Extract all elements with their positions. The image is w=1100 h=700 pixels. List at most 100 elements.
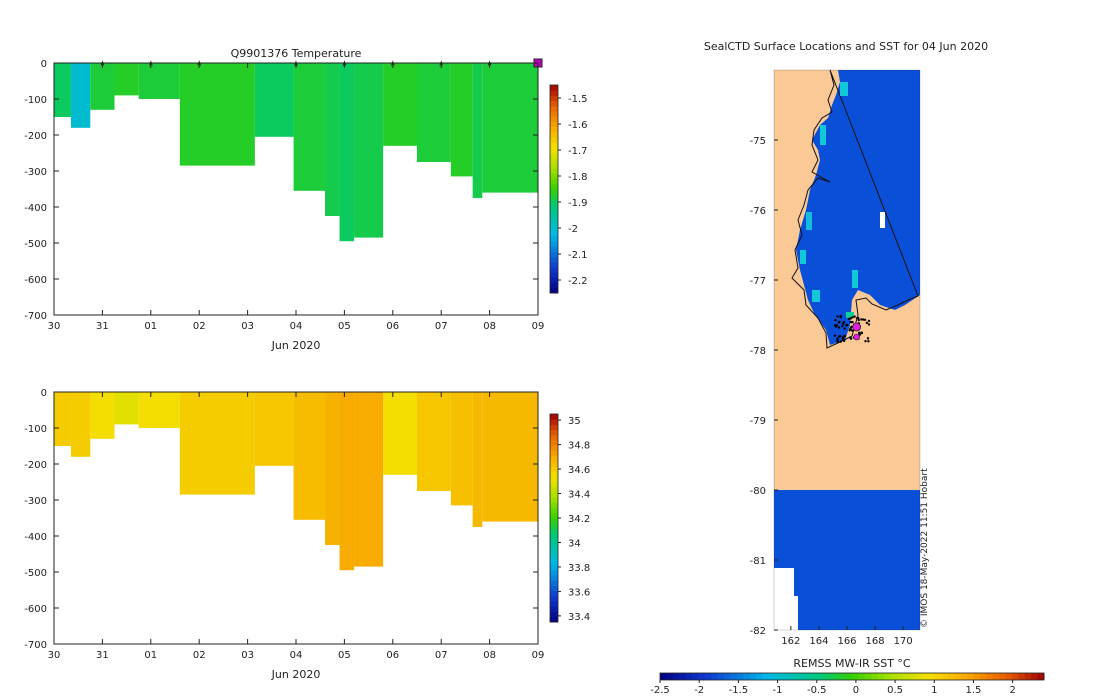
sst-colorbar-swatch bbox=[999, 673, 1007, 680]
colorbar-swatch bbox=[550, 241, 558, 247]
colorbar-swatch bbox=[550, 492, 558, 498]
y-tick-label: -500 bbox=[24, 568, 47, 579]
map-y-tick-label: -80 bbox=[750, 486, 766, 497]
colorbar-swatch bbox=[550, 419, 558, 425]
salinity-panel: 30 31 01 02 03 04 05 06 07 08 09 0 -100 -200 -300 -400… bbox=[24, 388, 590, 681]
map-field bbox=[773, 69, 921, 631]
colorbar-swatch bbox=[550, 466, 558, 472]
colorbar-swatch bbox=[550, 585, 558, 592]
x-tick-label: 07 bbox=[435, 321, 448, 332]
profile-location-dot bbox=[865, 321, 869, 325]
sst-colorbar-swatch bbox=[922, 673, 930, 680]
sst-colorbar-tick-label: 1 bbox=[931, 685, 937, 696]
profile-location-dot bbox=[860, 331, 863, 334]
sst-colorbar-tick-label: 0 bbox=[853, 685, 859, 696]
map-credit: © IMOS 18-May-2022 11:51 Hobart bbox=[920, 468, 930, 628]
profile-location-dot bbox=[839, 340, 842, 343]
profile-cell bbox=[482, 63, 538, 193]
sst-colorbar-tick-label: -2.5 bbox=[650, 685, 670, 696]
x-tick-label: 04 bbox=[290, 321, 303, 332]
sst-colorbar-swatch bbox=[820, 673, 827, 680]
sst-colorbar-swatch bbox=[736, 673, 744, 680]
sst-colorbar-swatch bbox=[724, 673, 731, 680]
profile-location-dot bbox=[851, 329, 854, 332]
profile-location-dot bbox=[864, 339, 867, 343]
profile-location-dot bbox=[835, 324, 839, 327]
profile-cell bbox=[54, 63, 71, 117]
colorbar-tick-label: -2.2 bbox=[568, 276, 588, 287]
sst-colorbar-swatch bbox=[832, 673, 840, 680]
sst-colorbar-swatch bbox=[954, 673, 962, 680]
sst-colorbar-swatch bbox=[1018, 673, 1026, 680]
profile-cell bbox=[114, 392, 139, 425]
y-tick-label: 0 bbox=[41, 388, 47, 399]
profile-cell bbox=[450, 392, 473, 506]
sst-colorbar-swatch bbox=[807, 673, 815, 680]
colorbar-tick-label: 34.8 bbox=[568, 441, 590, 452]
x-tick-label: 05 bbox=[338, 650, 351, 661]
sst-colorbar-tick-label: -1.5 bbox=[729, 685, 749, 696]
sst-colorbar-swatch bbox=[756, 673, 763, 680]
sst-colorbar: -2.5 -2 -1.5 -1 -0.5 0 0.5 1 1.5 2 bbox=[650, 672, 1045, 696]
open-water-bottom-step bbox=[784, 596, 798, 630]
profile-location-dot bbox=[836, 340, 840, 343]
colorbar-swatch bbox=[550, 267, 558, 273]
profile-location-dot bbox=[833, 324, 837, 327]
colorbar-swatch bbox=[550, 580, 558, 587]
sst-colorbar-swatch bbox=[711, 673, 719, 680]
map-y-tick-label: -79 bbox=[750, 416, 766, 427]
coastal-cell bbox=[812, 290, 820, 302]
profile-cell bbox=[179, 63, 255, 166]
sst-colorbar-swatch bbox=[980, 673, 987, 680]
x-tick-label: 07 bbox=[435, 650, 448, 661]
temperature-heatmap bbox=[54, 63, 538, 242]
map-y-ticks: -75 -76 -77 -78 -79 -80 -81 -82 bbox=[750, 136, 778, 637]
profile-location-dot bbox=[843, 327, 846, 330]
x-tick-label: 06 bbox=[386, 321, 399, 332]
y-tick-label: -300 bbox=[24, 167, 47, 178]
y-tick-label: -600 bbox=[24, 275, 47, 286]
map-y-tick-label: -78 bbox=[750, 346, 766, 357]
profile-cell bbox=[70, 63, 91, 128]
map-y-tick-label: -82 bbox=[750, 626, 766, 637]
colorbar-tick-label: -2 bbox=[568, 224, 578, 235]
sst-colorbar-swatch bbox=[781, 673, 789, 680]
profile-cell bbox=[417, 392, 451, 491]
colorbar-swatch bbox=[550, 152, 558, 159]
sst-colorbar-swatch bbox=[845, 673, 853, 680]
sst-colorbar-swatch bbox=[1005, 673, 1013, 680]
profile-cell bbox=[417, 63, 451, 162]
map-title: SealCTD Surface Locations and SST for 04… bbox=[704, 40, 988, 53]
colorbar-swatch bbox=[550, 523, 558, 529]
x-tick-label: 03 bbox=[241, 321, 254, 332]
colorbar-swatch bbox=[550, 601, 558, 607]
sst-colorbar-swatch bbox=[877, 673, 885, 680]
profile-location-dot bbox=[861, 318, 865, 321]
map-y-tick-label: -77 bbox=[750, 276, 766, 287]
profile-location-dot bbox=[866, 337, 870, 340]
colorbar-swatch bbox=[550, 90, 558, 96]
salinity-x-label: Jun 2020 bbox=[271, 668, 321, 681]
colorbar-swatch bbox=[550, 157, 558, 164]
colorbar-tick-label: 33.6 bbox=[568, 587, 590, 598]
sst-colorbar-swatch bbox=[660, 673, 667, 680]
y-tick-label: -700 bbox=[24, 640, 47, 651]
colorbar-swatch bbox=[550, 126, 558, 133]
sst-colorbar-tick-label: -0.5 bbox=[807, 685, 827, 696]
colorbar-swatch bbox=[550, 147, 558, 154]
y-tick-label: -400 bbox=[24, 203, 47, 214]
colorbar-swatch bbox=[550, 272, 558, 278]
sst-colorbar-swatch bbox=[896, 673, 904, 680]
profile-cell bbox=[254, 392, 294, 466]
sst-colorbar-swatch bbox=[762, 673, 770, 680]
colorbar-swatch bbox=[550, 168, 558, 174]
colorbar-swatch bbox=[550, 528, 558, 535]
x-tick-label: 30 bbox=[48, 650, 61, 661]
coastal-cell bbox=[852, 270, 858, 288]
colorbar-swatch bbox=[550, 246, 558, 252]
sst-colorbar-swatch bbox=[794, 673, 802, 680]
y-tick-label: -100 bbox=[24, 95, 47, 106]
profile-location-dot bbox=[843, 339, 846, 343]
sst-colorbar-swatch bbox=[890, 673, 898, 680]
colorbar-tick-label: -1.6 bbox=[568, 120, 588, 131]
